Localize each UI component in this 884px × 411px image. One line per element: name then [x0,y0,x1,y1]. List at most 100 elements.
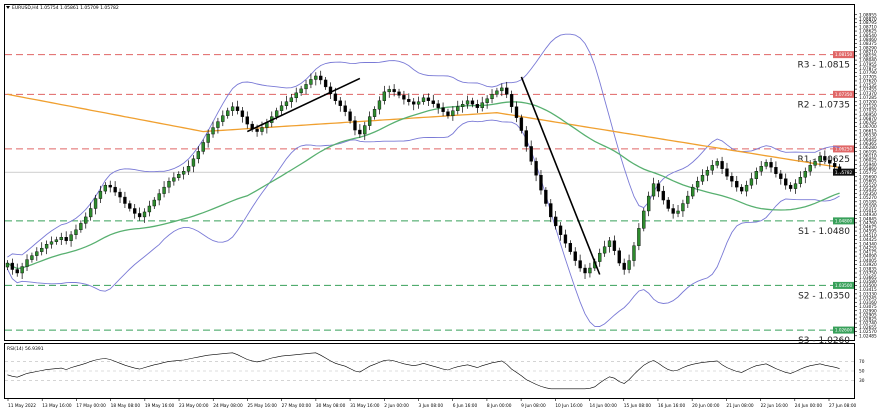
level-tag [833,326,854,334]
candle-body-up [206,133,210,143]
candle-body-down [358,129,362,135]
time-tick-label: 11 May 2022 [8,403,36,409]
price-tick-label: 1.05185 [859,199,877,205]
candle [578,254,582,272]
candle [421,94,426,105]
candle-body-up [451,110,455,116]
candle-body-down [671,208,675,214]
level-tag-label: 1.02600 [835,328,853,333]
candle-body-up [181,171,186,175]
time-tick-label: 17 May 00:00 [76,403,106,409]
candle [348,108,352,124]
candle-body-up [691,186,695,197]
candle [475,99,480,113]
price-tick-label: 1.02905 [859,313,877,319]
candle [656,179,661,198]
candle [725,162,729,180]
bollinger-bands [6,33,840,327]
time-tick-label: 2 Jun 00:00 [384,403,409,409]
candle-body-up [167,180,171,188]
candle-body-up [314,75,318,80]
candle [637,223,641,251]
level-label: S2 - 1.0350 [798,291,850,301]
candle-body-up [598,252,602,262]
candle-body-up [632,245,636,261]
candle [221,110,225,127]
candle-body-down [558,225,563,235]
candle [88,202,93,221]
price-tick-label: 1.02570 [859,329,877,335]
candle-body-up [157,193,161,201]
candle [309,73,313,89]
price-tick-label: 1.08710 [859,24,877,30]
candle-body-down [118,191,122,198]
candle-body-up [387,89,391,93]
level-tag-label: 1.08150 [835,52,853,57]
candle [284,95,289,110]
candle-body-down [788,184,793,189]
candle [500,83,504,97]
level-tag-label: 1.04800 [835,218,853,223]
candle-body-down [774,167,778,174]
price-tick-label: 1.04425 [859,237,877,243]
candle-body-up [602,246,607,254]
candle [162,181,166,198]
candle-body-up [416,101,421,105]
candle-body-down [397,91,401,96]
candle [563,229,568,248]
level-tag-label: 1.06250 [835,147,853,152]
candle [646,191,651,217]
candle [598,248,602,267]
candle-body-up [177,174,181,178]
candle-body-down [514,106,519,118]
candle-body-up [84,216,88,224]
price-tick-label: 1.04760 [859,220,877,226]
price-tick-label: 1.07285 [859,95,877,101]
candle [774,161,778,178]
candle-body-up [627,260,631,270]
candle-body-down [573,251,577,261]
candle-body-down [612,240,617,251]
price-tick-label: 1.03580 [859,279,877,285]
candle-body-down [553,216,558,227]
time-tick-label: 30 May 08:00 [316,403,346,409]
candle [661,185,666,205]
candle-body-down [661,190,666,201]
candle-body-up [803,171,807,178]
candle-body-up [54,239,59,242]
candle-body-down [441,107,445,112]
price-tick-label: 1.07790 [859,70,877,76]
candle-body-up [93,198,98,209]
price-tick-label: 1.07035 [859,108,877,114]
candle [686,190,690,208]
candle-body-up [793,183,798,189]
candle [583,264,587,279]
candle-body-up [147,205,152,213]
level-tag-label: 1.07350 [835,92,853,97]
candle [358,124,362,138]
price-tick-label: 1.06785 [859,120,877,126]
candle-body-down [343,105,347,112]
symbol-marker-icon [6,6,10,9]
candle-body-down [338,100,342,106]
candle [544,187,548,207]
level-label: R2 - 1.0735 [798,100,850,110]
candle [74,224,78,240]
price-tick-label: 1.06365 [859,141,877,147]
candle [441,102,445,117]
price-tick-label: 1.06950 [859,112,877,118]
candle-body-up [88,208,93,218]
candle [387,85,391,98]
candle-body-up [289,97,294,102]
candle [44,240,49,255]
candle-body-down [730,176,734,182]
candle-body-down [832,163,837,167]
candle-body-up [710,165,714,171]
candle [485,95,489,109]
price-tick-label: 1.04930 [859,212,877,218]
price-tick-label: 1.05520 [859,183,877,189]
time-tick-label: 8 Jun 00:00 [487,403,512,409]
candle [10,258,15,275]
candle-body-up [74,229,78,235]
